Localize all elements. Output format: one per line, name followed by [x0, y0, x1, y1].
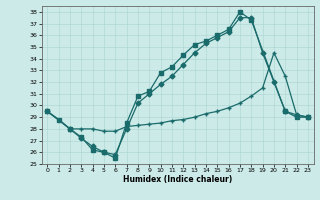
X-axis label: Humidex (Indice chaleur): Humidex (Indice chaleur)	[123, 175, 232, 184]
